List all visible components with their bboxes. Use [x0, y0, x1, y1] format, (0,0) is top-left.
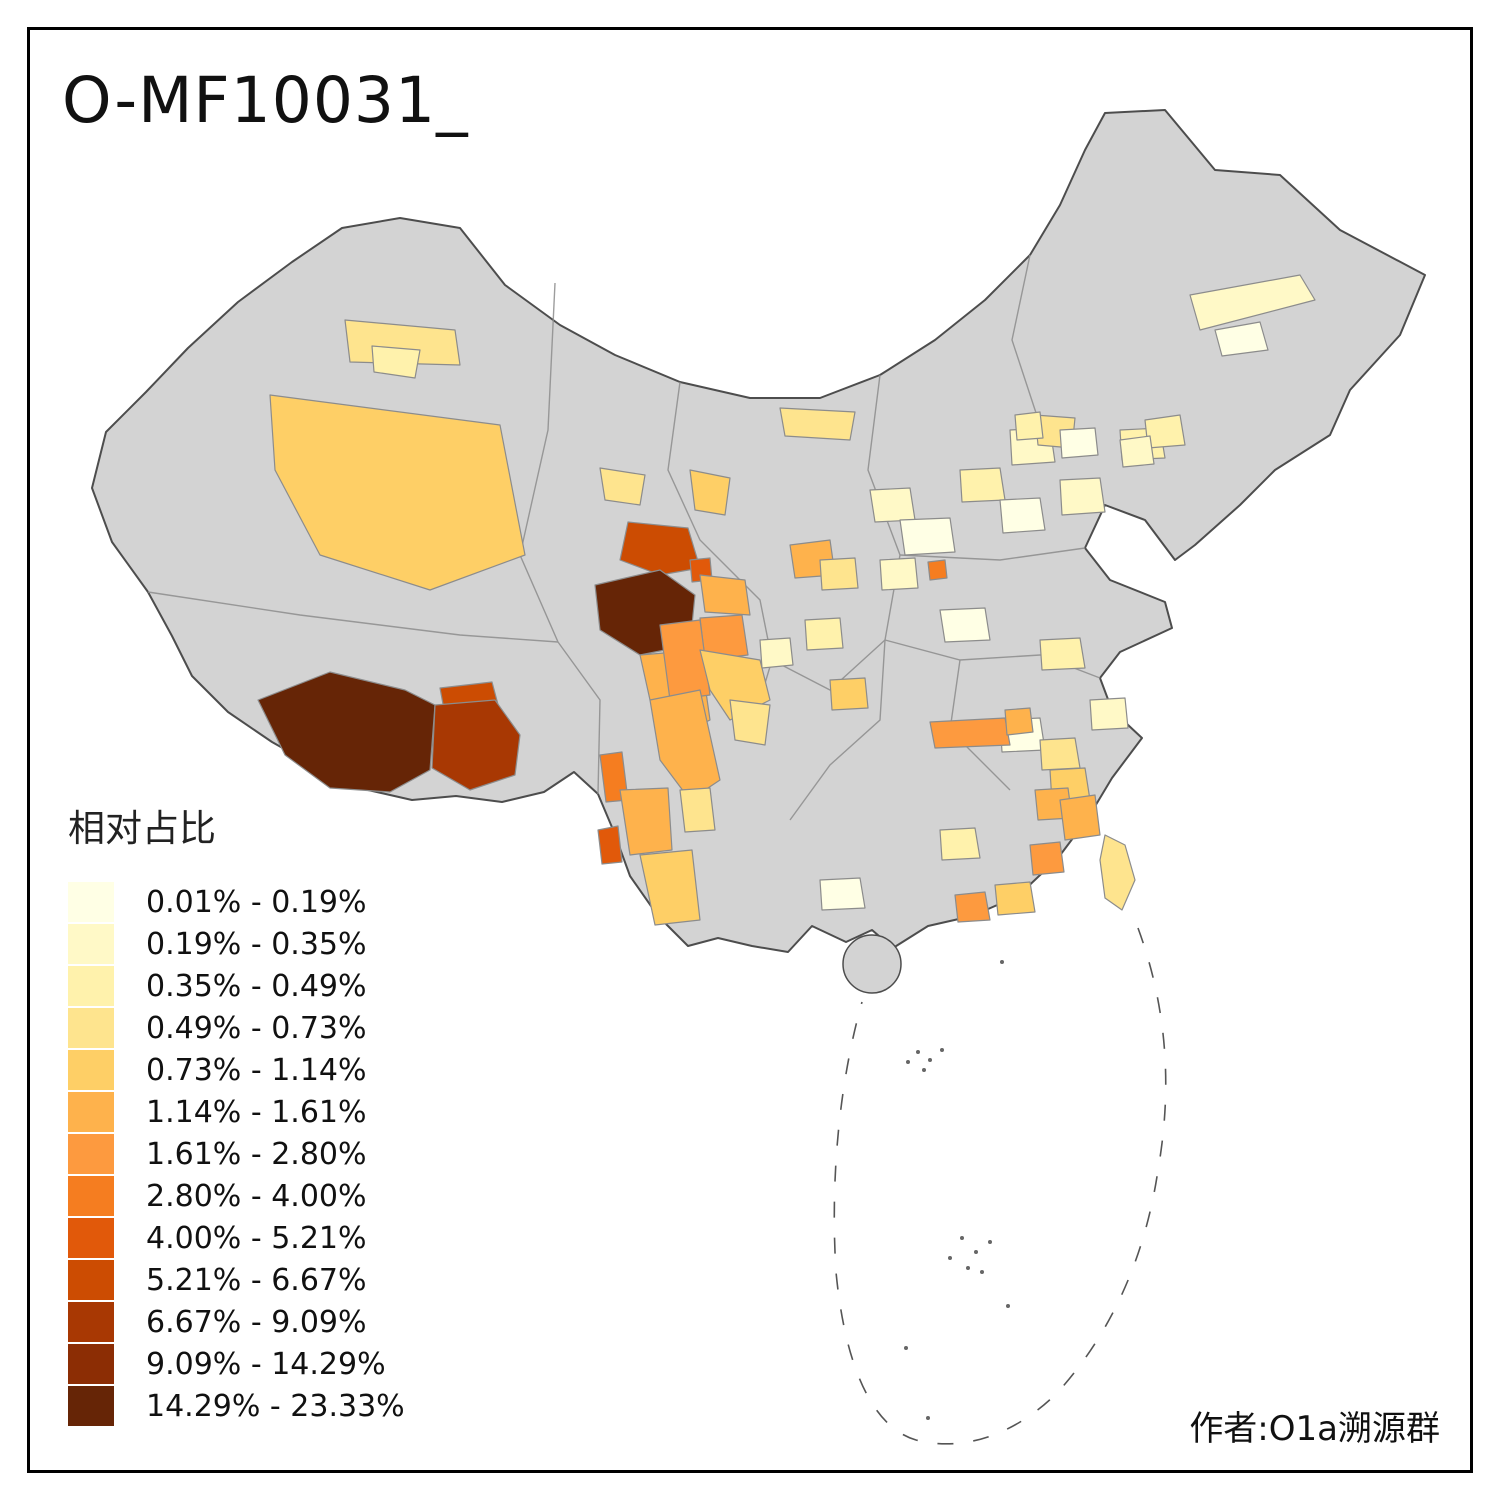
data-regions	[257, 274, 1316, 926]
map-region	[1214, 321, 1269, 357]
map-region	[431, 699, 521, 791]
legend-item: 0.49% - 0.73%	[68, 1008, 405, 1048]
map-region	[599, 467, 646, 506]
map-region	[1119, 435, 1155, 468]
map-region	[929, 717, 1011, 749]
legend-label: 0.19% - 0.35%	[146, 926, 367, 962]
legend-label: 0.73% - 1.14%	[146, 1052, 367, 1088]
legend: 相对占比 0.01% - 0.19% 0.19% - 0.35% 0.35% -…	[68, 798, 405, 1428]
legend-swatch	[68, 1092, 114, 1132]
map-region	[779, 407, 856, 441]
legend-label: 4.00% - 5.21%	[146, 1220, 367, 1256]
map-region	[1089, 697, 1129, 731]
map-region	[1059, 477, 1106, 516]
map-region	[619, 787, 673, 856]
legend-swatch	[68, 1218, 114, 1258]
legend-item: 1.61% - 2.80%	[68, 1134, 405, 1174]
map-region	[699, 574, 751, 616]
legend-label: 1.61% - 2.80%	[146, 1136, 367, 1172]
legend-item: 1.14% - 1.61%	[68, 1092, 405, 1132]
legend-item: 6.67% - 9.09%	[68, 1302, 405, 1342]
map-region	[597, 825, 623, 865]
legend-swatch	[68, 1344, 114, 1384]
map-region	[829, 677, 869, 711]
legend-swatch	[68, 1260, 114, 1300]
map-region	[689, 469, 731, 516]
map-region	[899, 517, 956, 556]
map-region	[1189, 274, 1316, 331]
map-region	[1059, 794, 1101, 841]
legend-label: 2.80% - 4.00%	[146, 1178, 367, 1214]
map-region	[679, 787, 716, 833]
legend-label: 6.67% - 9.09%	[146, 1304, 367, 1340]
legend-title: 相对占比	[68, 807, 216, 850]
map-region	[939, 607, 991, 643]
map-region	[994, 881, 1036, 916]
map-region	[819, 557, 859, 591]
page-title: O-MF10031_	[62, 64, 469, 137]
author-credit: 作者:O1a溯源群	[1189, 1409, 1440, 1449]
hainan-island	[842, 934, 902, 994]
legend-swatch	[68, 1386, 114, 1426]
map-region	[759, 637, 794, 669]
map-region	[1059, 427, 1099, 459]
map-region	[619, 521, 701, 576]
legend-item: 9.09% - 14.29%	[68, 1344, 405, 1384]
legend-item: 2.80% - 4.00%	[68, 1176, 405, 1216]
map-region	[1004, 707, 1034, 736]
map-region	[1039, 637, 1086, 671]
legend-item: 0.73% - 1.14%	[68, 1050, 405, 1090]
map-region	[1014, 411, 1044, 441]
taiwan-island	[1099, 834, 1136, 911]
legend-swatch	[68, 1302, 114, 1342]
legend-swatch	[68, 1134, 114, 1174]
legend-label: 5.21% - 6.67%	[146, 1262, 367, 1298]
legend-swatch	[68, 882, 114, 922]
map-region	[804, 617, 844, 651]
nine-dash-line	[833, 927, 1167, 1445]
map-region	[869, 487, 916, 523]
legend-item: 14.29% - 23.33%	[68, 1386, 405, 1426]
legend-label: 9.09% - 14.29%	[146, 1346, 386, 1382]
map-region	[269, 394, 526, 591]
map-region	[729, 699, 771, 746]
legend-item: 0.35% - 0.49%	[68, 966, 405, 1006]
legend-swatch	[68, 924, 114, 964]
map-region	[371, 345, 421, 379]
island-dots	[904, 960, 1010, 1420]
map-region	[879, 557, 919, 591]
legend-label: 0.01% - 0.19%	[146, 884, 367, 920]
legend-item: 0.01% - 0.19%	[68, 882, 405, 922]
map-region	[257, 671, 436, 793]
map-region	[819, 877, 866, 911]
map-region	[927, 559, 948, 581]
legend-item: 5.21% - 6.67%	[68, 1260, 405, 1300]
legend-label: 0.49% - 0.73%	[146, 1010, 367, 1046]
map-region	[959, 467, 1006, 503]
map-region	[639, 849, 701, 926]
map-region	[1039, 737, 1081, 771]
legend-label: 0.35% - 0.49%	[146, 968, 367, 1004]
legend-label: 1.14% - 1.61%	[146, 1094, 367, 1130]
legend-label: 14.29% - 23.33%	[146, 1388, 405, 1424]
map-region	[999, 497, 1046, 534]
legend-item: 4.00% - 5.21%	[68, 1218, 405, 1258]
map-region	[939, 827, 981, 861]
legend-swatch	[68, 1176, 114, 1216]
legend-swatch	[68, 1050, 114, 1090]
legend-swatch	[68, 966, 114, 1006]
legend-swatch	[68, 1008, 114, 1048]
map-region	[954, 891, 991, 923]
legend-item: 0.19% - 0.35%	[68, 924, 405, 964]
map-region	[659, 619, 711, 701]
map-region	[1029, 841, 1065, 876]
